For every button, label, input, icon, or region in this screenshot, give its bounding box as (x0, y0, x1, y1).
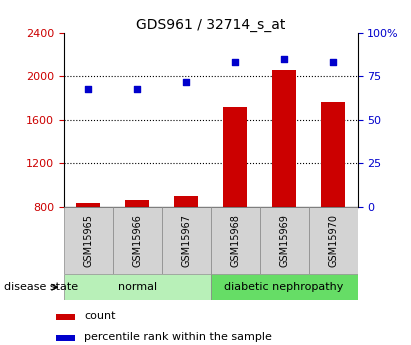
Text: GSM15967: GSM15967 (181, 214, 191, 267)
Bar (260, 207, 309, 274)
Bar (56, 335, 75, 342)
Point (232, 60, 238, 65)
Bar (56, 314, 75, 320)
Bar (64, 274, 210, 300)
Bar (223, 107, 247, 207)
Title: GDS961 / 32714_s_at: GDS961 / 32714_s_at (136, 18, 285, 32)
Bar (272, 70, 296, 207)
Text: GSM15966: GSM15966 (132, 214, 142, 267)
Bar (321, 102, 345, 207)
Point (330, 60, 336, 65)
Text: percentile rank within the sample: percentile rank within the sample (84, 332, 272, 342)
Point (85, 86, 92, 91)
Point (281, 56, 287, 62)
Text: diabetic nephropathy: diabetic nephropathy (224, 282, 344, 292)
Text: GSM15968: GSM15968 (230, 214, 240, 267)
Bar (211, 207, 260, 274)
Bar (64, 207, 113, 274)
Text: disease state: disease state (4, 282, 78, 292)
Text: GSM15965: GSM15965 (83, 214, 93, 267)
Point (183, 79, 189, 84)
Bar (211, 274, 358, 300)
Bar (162, 207, 211, 274)
Bar (125, 200, 150, 207)
Text: GSM15969: GSM15969 (279, 214, 289, 267)
Point (134, 86, 141, 91)
Text: GSM15970: GSM15970 (328, 214, 338, 267)
Bar (174, 196, 199, 207)
Text: count: count (84, 311, 115, 321)
Text: normal: normal (118, 282, 157, 292)
Bar (309, 207, 358, 274)
Bar (113, 207, 162, 274)
Bar (76, 203, 100, 207)
